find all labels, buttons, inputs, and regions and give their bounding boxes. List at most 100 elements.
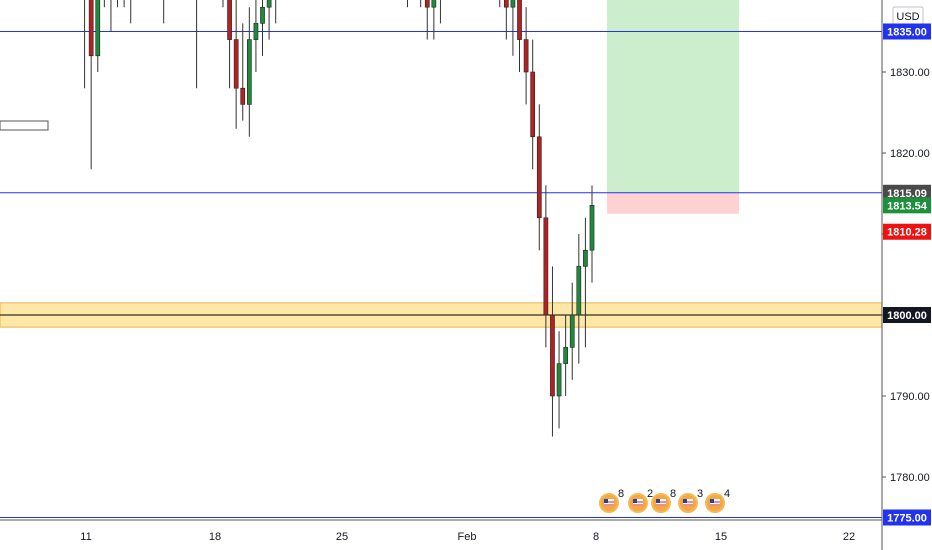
- price-tag-box: [883, 197, 931, 214]
- candle-body: [569, 314, 575, 348]
- event-marker[interactable]: 8: [651, 488, 676, 513]
- x-tick-label: 18: [209, 531, 221, 543]
- candle: [536, 104, 542, 251]
- candle: [563, 315, 568, 396]
- candle-body: [240, 87, 246, 105]
- level-price-tag-box: [883, 23, 931, 40]
- candle: [275, 0, 277, 24]
- x-tick-label: 25: [336, 531, 348, 543]
- candle: [253, 0, 259, 72]
- event-marker[interactable]: 4: [705, 488, 730, 513]
- candle: [88, 0, 94, 170]
- price-axis-background[interactable]: [882, 0, 932, 550]
- level-price-tag: 1775.00: [883, 509, 931, 526]
- candle-body: [260, 6, 265, 24]
- price-tag: 1813.54: [883, 197, 931, 214]
- time-axis-background[interactable]: [0, 520, 882, 550]
- candle: [499, 0, 501, 8]
- zones-layer: [0, 0, 883, 328]
- candle: [439, 0, 441, 24]
- x-tick-label: 11: [80, 531, 91, 543]
- candle: [503, 0, 509, 40]
- candle-body: [556, 363, 562, 397]
- candle-body: [227, 0, 232, 40]
- candle: [103, 0, 105, 8]
- level-price-tag-text: 1800.00: [887, 310, 927, 322]
- candle: [569, 282, 575, 380]
- flag-canton: [656, 499, 660, 503]
- x-tick-label: 8: [593, 531, 599, 543]
- candle: [266, 0, 272, 40]
- candle-body: [246, 39, 252, 105]
- level-price-tag-box: [883, 184, 931, 201]
- candle-body: [253, 23, 259, 40]
- candle-body: [431, 0, 437, 8]
- candle-body: [536, 136, 542, 219]
- candle: [530, 39, 536, 170]
- candle-body: [88, 0, 94, 57]
- candles-layer: [84, 0, 595, 437]
- horizontal-levels-layer[interactable]: [0, 0, 882, 518]
- candle: [222, 0, 224, 8]
- candle-body: [583, 249, 588, 267]
- candle-body: [563, 347, 568, 364]
- drawing-handle[interactable]: [0, 120, 49, 131]
- candle-body: [424, 0, 430, 8]
- candle-body: [576, 266, 582, 316]
- candle: [95, 0, 101, 72]
- drawing-handle-box[interactable]: [0, 120, 49, 131]
- x-tick-label: 22: [843, 531, 855, 543]
- event-marker[interactable]: 8: [599, 488, 624, 513]
- level-price-tag-box: [883, 307, 931, 323]
- event-marker[interactable]: 3: [678, 488, 703, 513]
- candle: [510, 0, 516, 56]
- stop-loss-zone[interactable]: [607, 192, 739, 214]
- candle: [556, 331, 562, 429]
- x-tick-label: 15: [715, 531, 727, 543]
- flag-canton: [604, 499, 608, 503]
- level-price-tag-text: 1775.00: [887, 513, 927, 525]
- candle: [543, 185, 549, 348]
- candle-body: [266, 0, 272, 8]
- price-tag: 1810.28: [883, 223, 931, 240]
- candle: [123, 0, 125, 8]
- event-count-label: 4: [724, 488, 730, 500]
- price-tags-layer: 1877.831850.001835.001815.091800.001775.…: [883, 23, 931, 526]
- candle-body: [503, 0, 509, 8]
- candle-body: [543, 217, 549, 316]
- candle: [246, 7, 252, 137]
- event-icons-layer[interactable]: 8 2 8 3 4: [599, 488, 730, 513]
- candle-body: [523, 39, 529, 73]
- target-zone[interactable]: [607, 0, 739, 193]
- event-count-label: 8: [618, 488, 624, 500]
- price-tag-box: [883, 223, 931, 240]
- candle: [84, 0, 86, 89]
- y-tick-label: 1780.00: [890, 472, 930, 484]
- candle: [583, 217, 588, 348]
- candle: [163, 0, 165, 24]
- flag-canton: [710, 499, 714, 503]
- candle-body: [95, 0, 101, 57]
- event-marker[interactable]: 2: [628, 488, 653, 513]
- candle: [233, 0, 239, 129]
- candle-body: [530, 71, 536, 138]
- candle: [406, 0, 408, 8]
- candle-body: [550, 314, 555, 397]
- time-axis-ticks: 11 18 25 Feb 8 15 22: [80, 531, 855, 543]
- candle: [196, 0, 198, 89]
- candle: [130, 0, 132, 24]
- y-tick-label: 1790.00: [890, 391, 930, 403]
- x-tick-label: Feb: [458, 531, 477, 543]
- candle: [576, 234, 582, 364]
- flag-canton: [633, 499, 637, 503]
- level-price-tag: 1835.00: [883, 23, 931, 40]
- price-tag-text: 1810.28: [887, 227, 927, 239]
- candle: [589, 185, 595, 283]
- level-price-tag: 1800.00: [883, 307, 931, 323]
- level-price-tag-box: [883, 509, 931, 526]
- candle: [260, 0, 265, 56]
- candle: [227, 0, 232, 89]
- level-price-tag-text: 1835.00: [887, 27, 927, 39]
